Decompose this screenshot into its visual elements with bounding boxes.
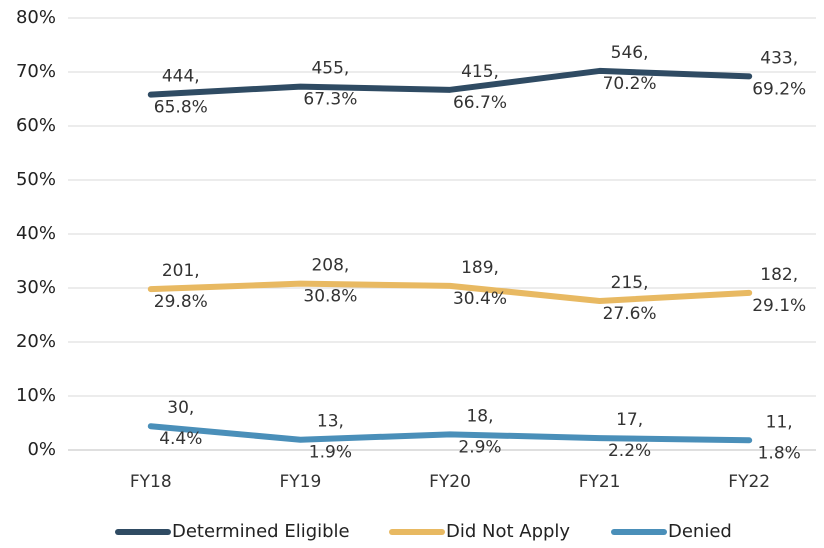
data-label: 65.8% [154,98,208,118]
data-label-count: 182, [760,265,798,285]
data-label-count: 189, [461,258,499,278]
data-label: 27.6% [603,304,657,324]
legend-label: Did Not Apply [446,521,570,542]
x-tick-label: FY21 [579,472,621,492]
data-label: 30.4% [453,289,507,309]
x-tick-label: FY19 [280,472,322,492]
data-label-count: 215, [611,273,649,293]
data-label-count: 546, [611,43,649,63]
data-label: 2.9% [458,437,501,457]
data-label-count: 208, [311,256,349,276]
data-label-count: 201, [162,261,200,281]
y-tick-label: 60% [16,115,56,136]
legend-label: Determined Eligible [172,521,350,542]
y-tick-label: 50% [16,169,56,190]
y-tick-label: 80% [16,7,56,28]
y-tick-label: 20% [16,331,56,352]
data-label-count: 11, [766,412,793,432]
y-tick-label: 0% [27,439,56,460]
data-label-count: 18, [466,406,493,426]
data-label-count: 455, [311,59,349,79]
data-label-count: 17, [616,410,643,430]
data-label: 29.1% [752,296,806,316]
data-label: 67.3% [303,90,357,110]
y-tick-label: 30% [16,277,56,298]
data-label-count: 13, [317,412,344,432]
series-line [147,423,753,444]
data-label-count: 444, [162,67,200,87]
data-label: 70.2% [603,74,657,94]
data-label: 1.8% [758,443,801,463]
x-tick-label: FY22 [728,472,770,492]
data-label: 30.8% [303,287,357,307]
series-line [147,67,753,98]
data-label: 69.2% [752,79,806,99]
x-tick-label: FY20 [429,472,471,492]
data-label: 66.7% [453,93,507,113]
y-tick-label: 40% [16,223,56,244]
data-label: 4.4% [159,429,202,449]
y-tick-label: 10% [16,385,56,406]
data-label: 2.2% [608,441,651,461]
data-label-count: 30, [167,398,194,418]
x-tick-label: FY18 [130,472,172,492]
series-line [147,280,753,304]
data-label-count: 433, [760,48,798,68]
legend-label: Denied [668,521,732,542]
y-tick-label: 70% [16,61,56,82]
data-label: 29.8% [154,292,208,312]
data-label: 1.9% [309,443,352,463]
data-label-count: 415, [461,62,499,82]
